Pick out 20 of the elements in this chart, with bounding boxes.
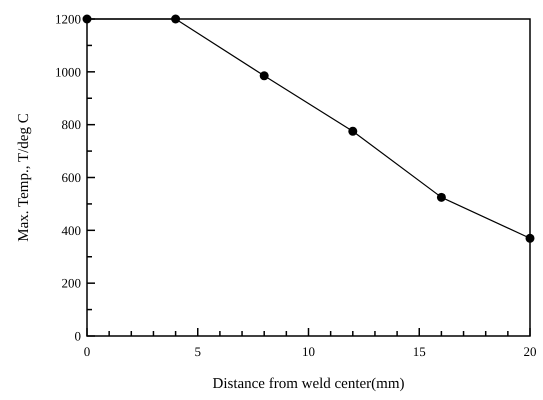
x-tick-label: 0 xyxy=(84,344,90,359)
point xyxy=(260,71,269,80)
x-tick-label: 10 xyxy=(302,344,315,359)
point xyxy=(348,126,358,136)
x-tick-label: 5 xyxy=(194,344,201,359)
x-tick-label: 15 xyxy=(412,344,426,359)
y-tick-label: 600 xyxy=(62,170,81,185)
y-tick-label: 800 xyxy=(62,117,81,132)
y-tick-label: 1000 xyxy=(55,64,81,80)
y-tick-label: 1200 xyxy=(55,12,81,26)
y-tick-label: 200 xyxy=(62,276,81,291)
y-axis-title: Max. Temp., T/deg C xyxy=(16,113,32,242)
point xyxy=(82,14,92,24)
x-tick-label: 20 xyxy=(524,344,536,359)
y-tick-label: 400 xyxy=(62,222,81,238)
x-axis-title: Distance from weld center(mm) xyxy=(212,376,405,392)
y-tick-label: 0 xyxy=(74,328,81,344)
point xyxy=(526,234,534,243)
point xyxy=(436,192,446,202)
point xyxy=(171,14,180,24)
